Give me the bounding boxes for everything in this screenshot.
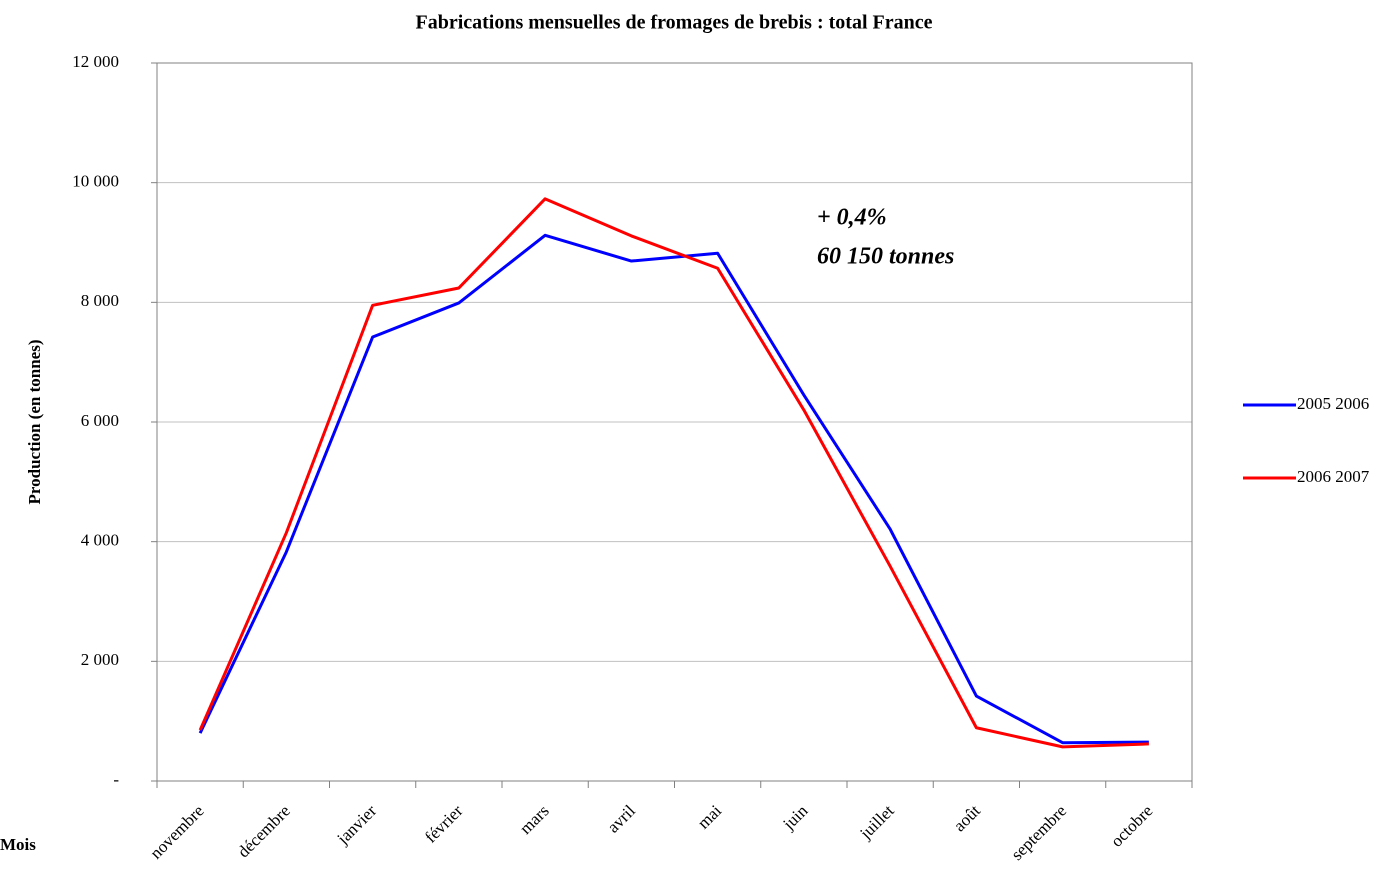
legend-label: 2005 2006 [1297,394,1369,413]
y-tick-label: 2 000 [81,650,119,669]
y-tick-label: 6 000 [81,411,119,430]
x-axis-label: Mois [0,835,36,854]
legend-label: 2006 2007 [1297,467,1370,486]
line-series [198,233,1149,745]
line-series [198,197,1149,749]
chart-title: Fabrications mensuelles de fromages de b… [416,12,933,34]
y-tick-label: - [113,770,119,789]
y-tick-label: 10 000 [72,172,119,191]
x-tick-label: novembre [146,801,208,863]
x-tick-label: février [421,801,467,847]
x-tick-label: août [950,801,984,835]
x-tick-label: décembre [234,801,294,861]
y-tick-label: 8 000 [81,291,119,310]
x-tick-label: mars [516,801,553,838]
x-tick-label: juillet [856,801,898,843]
y-tick-label: 4 000 [81,531,119,550]
y-axis-label: Production (en tonnes) [25,340,44,505]
x-tick-label: octobre [1107,801,1156,850]
x-tick-label: mai [694,801,726,833]
x-tick-label: juin [779,801,812,834]
annotation: 60 150 tonnes [817,244,954,270]
x-tick-label: avril [603,801,639,837]
annotation: + 0,4% [817,205,887,231]
y-tick-label: 12 000 [72,52,119,71]
x-tick-label: janvier [333,801,381,849]
x-tick-label: septembre [1007,801,1070,864]
